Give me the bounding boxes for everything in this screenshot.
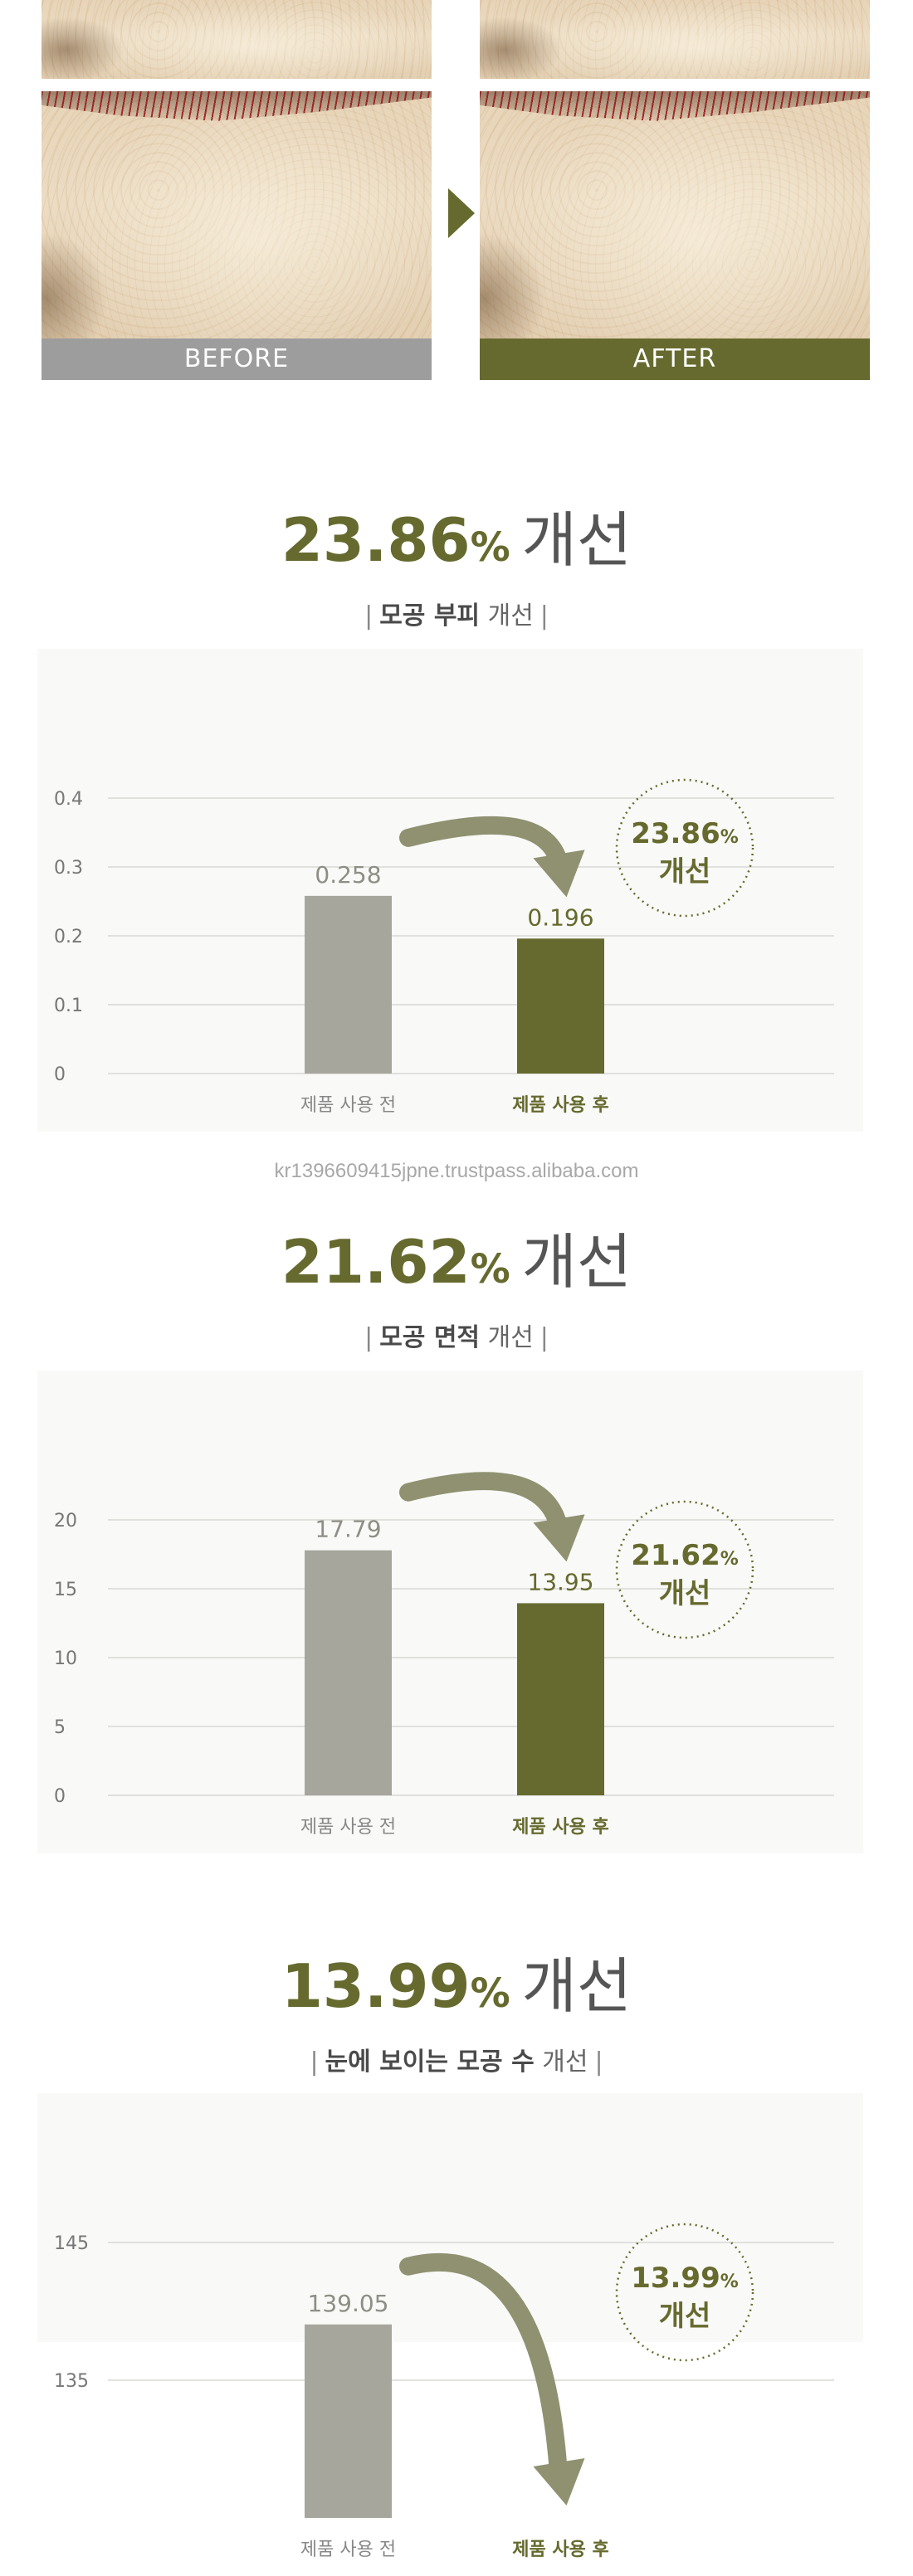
sub-rest: 개선	[542, 2048, 588, 2077]
badge-circle	[615, 1500, 754, 1639]
headline-value: 21.62	[281, 1227, 471, 1297]
category-label: 제품 사용 후	[512, 1817, 609, 1838]
category-label: 제품 사용 후	[512, 1095, 609, 1116]
badge-word: 개선	[659, 2300, 711, 2333]
sub-divider-right: |	[540, 1323, 549, 1352]
badge-word: 개선	[659, 1577, 711, 1610]
headline: 23.86% 개선	[0, 491, 913, 578]
badge-circle	[615, 778, 754, 918]
subheading: | 모공 면적 개선 |	[0, 1317, 913, 1353]
y-tick-label: 15	[54, 1580, 77, 1600]
sub-divider-left: |	[310, 2048, 319, 2077]
sub-divider-right: |	[540, 601, 549, 631]
value-label: 0.258	[315, 861, 381, 889]
value-label: 139.05	[308, 2290, 389, 2317]
arrow-curve	[399, 2253, 568, 2477]
category-label: 제품 사용 전	[300, 1817, 396, 1838]
badge-value: 23.86%	[631, 817, 739, 850]
badge-circle	[615, 2223, 754, 2362]
headline: 21.62% 개선	[0, 1213, 913, 1300]
category-label: 제품 사용 전	[300, 1095, 396, 1116]
before-photo	[42, 91, 432, 338]
badge-unit: %	[720, 1549, 739, 1570]
headline-word: 개선	[521, 505, 632, 575]
sub-rest: 개선	[487, 1323, 534, 1352]
y-tick-label: 135	[54, 2371, 89, 2392]
badge-value: 21.62%	[631, 1539, 739, 1572]
sub-bold: 눈에 보이는 모공 수	[325, 2048, 535, 2077]
headline-value: 23.86	[281, 505, 471, 575]
arrow-curve	[399, 816, 568, 869]
chart-visible-pore-count: 135 145 139.05 제품 사용 전 제품 사용 후 13.99% 개선	[37, 2093, 863, 2560]
badge-value: 13.99%	[631, 2262, 739, 2295]
sub-bold: 모공 부피	[379, 601, 481, 631]
section-3-heading: 13.99% 개선 | 눈에 보이는 모공 수 개선 |	[0, 1937, 913, 2077]
y-tick-label: 0.2	[54, 927, 83, 947]
arrow-right-icon	[448, 188, 475, 238]
y-tick-label: 20	[54, 1511, 77, 1531]
value-label: 13.95	[527, 1568, 593, 1595]
chart-svg: 135 145 139.05 제품 사용 전 제품 사용 후 13.99% 개선	[54, 2223, 834, 2560]
arrow-curve	[399, 1472, 568, 1534]
after-photo-top	[480, 0, 870, 79]
y-tick-label: 5	[54, 1717, 66, 1738]
after-photo	[480, 91, 870, 338]
headline-unit: %	[470, 1970, 510, 2017]
badge-word: 개선	[659, 855, 711, 889]
watermark: kr1396609415jpne.trustpass.alibaba.com	[274, 1160, 639, 1182]
sub-divider-left: |	[364, 1323, 374, 1352]
y-tick-label: 0.1	[54, 996, 83, 1016]
y-tick-label: 145	[54, 2233, 89, 2254]
arrow-head	[533, 1514, 585, 1562]
after-label: AFTER	[480, 338, 870, 380]
category-label: 제품 사용 전	[300, 2539, 396, 2560]
arrow-head	[533, 2458, 585, 2505]
badge-unit: %	[720, 827, 739, 848]
sub-divider-right: |	[594, 2048, 603, 2077]
chart-pore-area: 0 5 10 15 20 17.79 제품 사용 전 13.95 제품 사용 후 21.62% 개선	[37, 1371, 863, 1853]
bar-before	[305, 2324, 392, 2518]
y-tick-label: 0.3	[54, 858, 83, 879]
bar-before	[305, 895, 392, 1074]
y-tick-label: 0.4	[54, 789, 83, 810]
bar-after	[517, 1603, 604, 1795]
headline-value: 13.99	[281, 1951, 471, 2021]
section-1-heading: 23.86% 개선 | 모공 부피 개선 |	[0, 491, 913, 631]
before-after-comparison: BEFORE AFTER	[0, 0, 913, 390]
headline-unit: %	[470, 1246, 510, 1293]
section-2-heading: 21.62% 개선 | 모공 면적 개선 |	[0, 1213, 913, 1353]
value-label: 17.79	[315, 1516, 381, 1543]
headline-unit: %	[470, 524, 510, 571]
subheading: | 눈에 보이는 모공 수 개선 |	[0, 2041, 913, 2077]
bar-after	[517, 938, 604, 1074]
chart-pore-volume: 0 0.1 0.2 0.3 0.4 0.258 제품 사용 전 0.196 제품 사용 후 23.…	[37, 649, 863, 1132]
bar-before	[305, 1550, 392, 1795]
sub-divider-left: |	[364, 601, 374, 631]
headline-word: 개선	[521, 1227, 632, 1297]
before-photo-top	[42, 0, 432, 79]
arrow-head	[533, 850, 585, 898]
chart-svg: 0 5 10 15 20 17.79 제품 사용 전 13.95 제품 사용 후 21.62% 개선	[54, 1472, 834, 1838]
y-tick-label: 0	[54, 1064, 66, 1085]
y-tick-label: 0	[54, 1786, 66, 1807]
value-label: 0.196	[527, 903, 593, 931]
y-tick-label: 10	[54, 1648, 77, 1669]
chart-svg: 0 0.1 0.2 0.3 0.4 0.258 제품 사용 전 0.196 제품 사용 후 23.…	[54, 778, 834, 1116]
subheading: | 모공 부피 개선 |	[0, 595, 913, 631]
headline-word: 개선	[521, 1951, 632, 2021]
badge-unit: %	[720, 2272, 739, 2292]
sub-bold: 모공 면적	[379, 1323, 481, 1352]
headline: 13.99% 개선	[0, 1937, 913, 2024]
category-label: 제품 사용 후	[512, 2539, 609, 2560]
before-label: BEFORE	[42, 338, 432, 380]
sub-rest: 개선	[487, 601, 534, 631]
